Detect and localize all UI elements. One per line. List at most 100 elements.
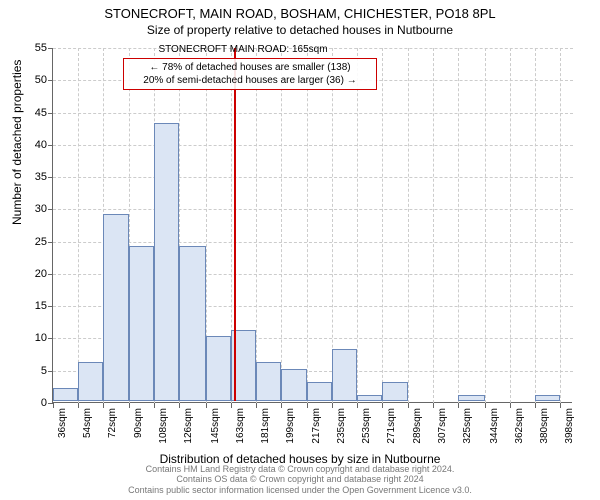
info-box-line: 20% of semi-detached houses are larger (… <box>130 74 370 87</box>
x-tick-mark <box>154 403 155 408</box>
x-tick-mark <box>53 403 54 408</box>
x-tick-label: 145sqm <box>210 408 221 444</box>
x-tick-label: 235sqm <box>336 408 347 444</box>
histogram-bar <box>206 336 231 401</box>
y-tick-mark <box>48 48 53 49</box>
y-tick-label: 10 <box>22 332 47 344</box>
x-tick-label: 325sqm <box>462 408 473 444</box>
y-tick-label: 25 <box>22 236 47 248</box>
x-tick-label: 253sqm <box>361 408 372 444</box>
x-tick-mark <box>535 403 536 408</box>
x-tick-label: 90sqm <box>133 408 144 438</box>
y-tick-mark <box>48 274 53 275</box>
info-box-title: STONECROFT MAIN ROAD: 165sqm <box>123 44 363 55</box>
x-tick-mark <box>231 403 232 408</box>
y-tick-mark <box>48 306 53 307</box>
chart-container: STONECROFT, MAIN ROAD, BOSHAM, CHICHESTE… <box>0 0 600 500</box>
y-tick-label: 30 <box>22 203 47 215</box>
x-tick-mark <box>382 403 383 408</box>
x-tick-label: 72sqm <box>107 408 118 438</box>
y-tick-label: 40 <box>22 139 47 151</box>
x-tick-mark <box>408 403 409 408</box>
x-tick-label: 108sqm <box>158 408 169 444</box>
x-tick-mark <box>256 403 257 408</box>
gridline-v <box>458 48 459 403</box>
x-tick-mark <box>485 403 486 408</box>
x-tick-label: 380sqm <box>539 408 550 444</box>
gridline-v <box>408 48 409 403</box>
gridline-h <box>53 209 573 210</box>
histogram-bar <box>357 395 382 401</box>
footer-attribution: Contains HM Land Registry data © Crown c… <box>0 464 600 496</box>
gridline-v <box>78 48 79 403</box>
gridline-v <box>433 48 434 403</box>
x-tick-label: 217sqm <box>311 408 322 444</box>
histogram-bar <box>281 369 306 401</box>
y-tick-label: 35 <box>22 171 47 183</box>
x-tick-mark <box>206 403 207 408</box>
x-tick-mark <box>281 403 282 408</box>
x-tick-label: 199sqm <box>285 408 296 444</box>
y-tick-mark <box>48 242 53 243</box>
histogram-bar <box>129 246 154 401</box>
info-box-line: ← 78% of detached houses are smaller (13… <box>130 61 370 74</box>
histogram-bar <box>458 395 485 401</box>
histogram-bar <box>382 382 407 401</box>
histogram-bar <box>53 388 78 401</box>
gridline-v <box>510 48 511 403</box>
gridline-h <box>53 145 573 146</box>
x-tick-mark <box>332 403 333 408</box>
y-tick-label: 0 <box>22 397 47 409</box>
histogram-bar <box>179 246 206 401</box>
gridline-v <box>535 48 536 403</box>
y-tick-label: 50 <box>22 74 47 86</box>
reference-line <box>234 48 236 401</box>
gridline-v <box>357 48 358 403</box>
x-tick-label: 271sqm <box>386 408 397 444</box>
x-tick-label: 289sqm <box>412 408 423 444</box>
title-main: STONECROFT, MAIN ROAD, BOSHAM, CHICHESTE… <box>0 0 600 21</box>
histogram-bar <box>154 123 179 401</box>
gridline-v <box>281 48 282 403</box>
x-tick-label: 163sqm <box>235 408 246 444</box>
gridline-v <box>256 48 257 403</box>
y-tick-label: 20 <box>22 268 47 280</box>
footer-line: Contains OS data © Crown copyright and d… <box>0 474 600 485</box>
y-tick-label: 55 <box>22 42 47 54</box>
gridline-v <box>307 48 308 403</box>
histogram-bar <box>78 362 103 401</box>
x-tick-mark <box>307 403 308 408</box>
x-tick-mark <box>560 403 561 408</box>
y-tick-mark <box>48 80 53 81</box>
x-tick-label: 362sqm <box>514 408 525 444</box>
y-tick-mark <box>48 113 53 114</box>
footer-line: Contains HM Land Registry data © Crown c… <box>0 464 600 475</box>
x-tick-label: 307sqm <box>437 408 448 444</box>
x-tick-mark <box>433 403 434 408</box>
y-tick-mark <box>48 371 53 372</box>
x-tick-label: 36sqm <box>57 408 68 438</box>
x-tick-label: 54sqm <box>82 408 93 438</box>
x-tick-mark <box>103 403 104 408</box>
gridline-h <box>53 242 573 243</box>
y-tick-mark <box>48 145 53 146</box>
histogram-bar <box>103 214 128 401</box>
y-tick-mark <box>48 338 53 339</box>
x-tick-mark <box>129 403 130 408</box>
footer-line: Contains public sector information licen… <box>0 485 600 496</box>
histogram-bar <box>535 395 560 401</box>
x-tick-label: 126sqm <box>183 408 194 444</box>
x-tick-mark <box>78 403 79 408</box>
gridline-v <box>485 48 486 403</box>
histogram-bar <box>256 362 281 401</box>
x-tick-label: 398sqm <box>564 408 575 444</box>
plot-region: 051015202530354045505536sqm54sqm72sqm90s… <box>52 48 572 403</box>
x-tick-mark <box>458 403 459 408</box>
info-box: ← 78% of detached houses are smaller (13… <box>123 58 377 90</box>
gridline-v <box>560 48 561 403</box>
x-tick-mark <box>510 403 511 408</box>
chart-area: 051015202530354045505536sqm54sqm72sqm90s… <box>52 48 572 403</box>
histogram-bar <box>307 382 332 401</box>
x-tick-label: 181sqm <box>260 408 271 444</box>
y-tick-mark <box>48 177 53 178</box>
